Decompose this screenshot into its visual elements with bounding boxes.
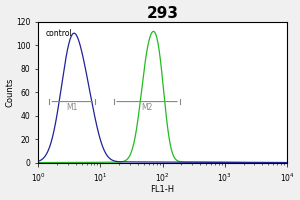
Title: 293: 293 xyxy=(147,6,178,21)
Y-axis label: Counts: Counts xyxy=(6,77,15,107)
Text: M1: M1 xyxy=(67,103,78,112)
X-axis label: FL1-H: FL1-H xyxy=(151,185,175,194)
Text: control: control xyxy=(45,29,72,38)
Text: M2: M2 xyxy=(141,103,153,112)
